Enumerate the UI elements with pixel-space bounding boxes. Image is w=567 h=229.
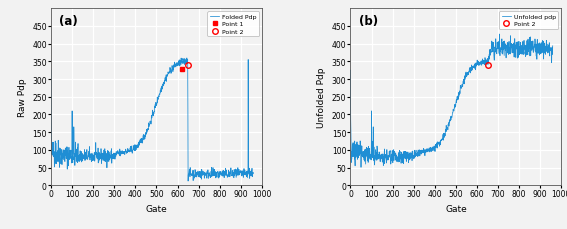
Y-axis label: Raw Pdp: Raw Pdp [18, 78, 27, 117]
Legend: Folded Pdp, Point 1, Point 2: Folded Pdp, Point 1, Point 2 [208, 12, 259, 37]
Unfolded pdp [496, 33, 503, 36]
Line: Folded Pdp: Folded Pdp [51, 59, 253, 181]
Folded Pdp [132, 147, 138, 150]
Legend: Unfolded pdp, Point 2: Unfolded pdp, Point 2 [499, 12, 558, 30]
Folded Pdp [57, 155, 64, 157]
Unfolded pdp [385, 155, 392, 157]
Folded Pdp [85, 152, 92, 155]
Unfolded pdp [543, 46, 549, 49]
Unfolded pdp [467, 71, 473, 74]
Folded Pdp [250, 172, 257, 175]
Unfolded pdp [431, 146, 438, 149]
Folded Pdp [243, 172, 250, 175]
X-axis label: Gate: Gate [445, 204, 467, 213]
Folded Pdp [167, 69, 174, 71]
Text: (a): (a) [60, 14, 78, 27]
Unfolded pdp [358, 166, 365, 169]
Unfolded pdp [540, 52, 547, 55]
Folded Pdp [185, 180, 192, 183]
Folded Pdp [184, 57, 191, 60]
Folded Pdp [240, 171, 247, 174]
X-axis label: Gate: Gate [146, 204, 167, 213]
Y-axis label: Unfolded Pdp: Unfolded Pdp [317, 67, 326, 128]
Unfolded pdp [357, 140, 363, 143]
Unfolded pdp [347, 70, 354, 72]
Line: Unfolded pdp: Unfolded pdp [350, 35, 553, 168]
Unfolded pdp [549, 45, 556, 48]
Text: (b): (b) [359, 14, 378, 27]
Folded Pdp [48, 70, 54, 72]
